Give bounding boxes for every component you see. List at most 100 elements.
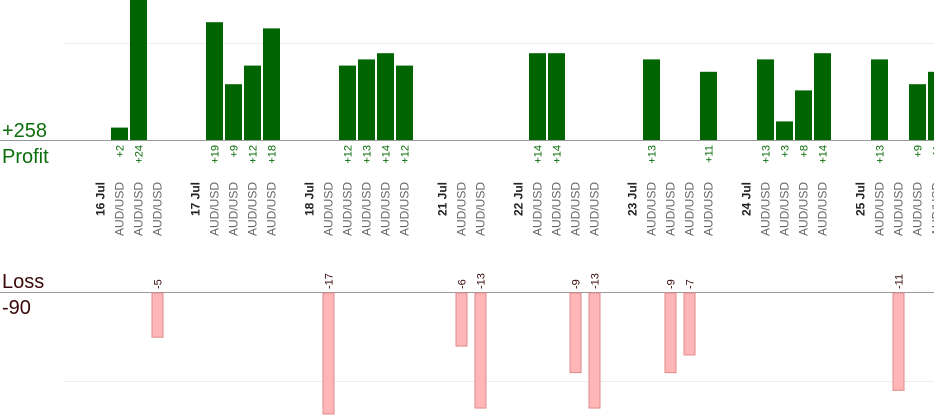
profit-value-label: +11 (932, 145, 934, 163)
profit-value-label: +18 (267, 145, 279, 164)
profit-bar (909, 84, 926, 140)
pair-label: AUD/USD (322, 182, 336, 236)
profit-bar (130, 0, 147, 140)
profit-bar (529, 53, 546, 141)
profit-value-label: +14 (533, 145, 545, 164)
date-label: 18 Jul (303, 182, 317, 216)
profit-bar (244, 65, 261, 140)
loss-bar (892, 292, 905, 391)
date-label: 24 Jul (740, 182, 754, 216)
pair-label: AUD/USD (360, 182, 374, 236)
date-label: 16 Jul (94, 182, 108, 216)
date-label: 17 Jul (189, 182, 203, 216)
loss-bar (588, 292, 601, 409)
profit-bar (757, 59, 774, 140)
pair-label: AUD/USD (550, 182, 564, 236)
loss-label: Loss (2, 271, 45, 293)
loss-value-label: -9 (666, 279, 678, 289)
pair-label: AUD/USD (816, 182, 830, 236)
profit-bar (700, 71, 717, 140)
total-profit-value: +258 (2, 120, 48, 142)
profit-value-label: +14 (818, 145, 830, 164)
profit-bar (776, 121, 793, 140)
pair-label: AUD/USD (778, 182, 792, 236)
total-loss-value: -90 (2, 297, 31, 319)
pair-label: AUD/USD (892, 182, 906, 236)
profit-value-label: +3 (780, 145, 792, 158)
pair-label: AUD/USD (132, 182, 146, 236)
date-label: 22 Jul (512, 182, 526, 216)
profit-value-label: +13 (647, 145, 659, 164)
chart-marks: 16 Jul AUD/USD +2 AUD/USD +24 AUD/USD -5 17 Jul… (94, 0, 934, 415)
profit-value-label: +11 (704, 145, 716, 163)
pair-label: AUD/USD (702, 182, 716, 236)
loss-value-label: -13 (476, 273, 488, 289)
profit-value-label: +12 (248, 145, 260, 164)
pair-label: AUD/USD (664, 182, 678, 236)
loss-value-label: -5 (153, 279, 165, 289)
loss-value-label: -17 (324, 273, 336, 289)
date-label: 25 Jul (854, 182, 868, 216)
pair-label: AUD/USD (759, 182, 773, 236)
profit-bar (795, 90, 812, 140)
profit-bar (111, 127, 128, 140)
profit-value-label: +13 (362, 145, 374, 164)
profit-value-label: +8 (799, 145, 811, 158)
loss-value-label: -6 (457, 279, 469, 289)
pair-label: AUD/USD (797, 182, 811, 236)
profit-bar (814, 53, 831, 141)
profit-label: Profit (2, 146, 49, 168)
profit-bar (548, 53, 565, 141)
profit-value-label: +13 (761, 145, 773, 164)
pair-label: AUD/USD (455, 182, 469, 236)
profit-value-label: +12 (343, 145, 355, 164)
pair-label: AUD/USD (588, 182, 602, 236)
profit-value-label: +19 (210, 145, 222, 164)
pair-label: AUD/USD (341, 182, 355, 236)
loss-value-label: -13 (590, 273, 602, 289)
loss-bar (474, 292, 487, 409)
profit-bar (358, 59, 375, 140)
pair-label: AUD/USD (569, 182, 583, 236)
profit-value-label: +13 (875, 145, 887, 164)
pair-label: AUD/USD (246, 182, 260, 236)
profit-bar (871, 59, 888, 140)
pair-label: AUD/USD (930, 182, 934, 236)
pair-label: AUD/USD (379, 182, 393, 236)
pair-label: AUD/USD (911, 182, 925, 236)
profit-value-label: +9 (229, 145, 241, 158)
profit-value-label: +14 (552, 145, 564, 164)
profit-bar (928, 71, 934, 140)
loss-value-label: -11 (894, 274, 906, 289)
profit-value-label: +9 (913, 145, 925, 158)
pair-label: AUD/USD (645, 182, 659, 236)
pair-label: AUD/USD (398, 182, 412, 236)
loss-bar (664, 292, 677, 374)
pair-label: AUD/USD (474, 182, 488, 236)
loss-bar (322, 292, 335, 415)
loss-bar (683, 292, 696, 356)
date-label: 21 Jul (436, 182, 450, 216)
profit-bar (225, 84, 242, 140)
loss-value-label: -9 (571, 279, 583, 289)
profit-bar (206, 22, 223, 141)
loss-bar (455, 292, 468, 347)
profit-bar (263, 28, 280, 140)
pair-label: AUD/USD (151, 182, 165, 236)
pair-label: AUD/USD (265, 182, 279, 236)
profit-value-label: +14 (381, 145, 393, 164)
pair-label: AUD/USD (208, 182, 222, 236)
profit-bar (643, 59, 660, 140)
pair-label: AUD/USD (683, 182, 697, 236)
profit-bar (377, 53, 394, 141)
profit-value-label: +24 (134, 145, 146, 164)
loss-bar (151, 292, 164, 338)
loss-bar (569, 292, 582, 374)
profit-bar (396, 65, 413, 140)
pair-label: AUD/USD (531, 182, 545, 236)
date-label: 23 Jul (626, 182, 640, 216)
profit-value-label: +2 (115, 145, 127, 158)
pair-label: AUD/USD (113, 182, 127, 236)
loss-value-label: -7 (685, 279, 697, 289)
